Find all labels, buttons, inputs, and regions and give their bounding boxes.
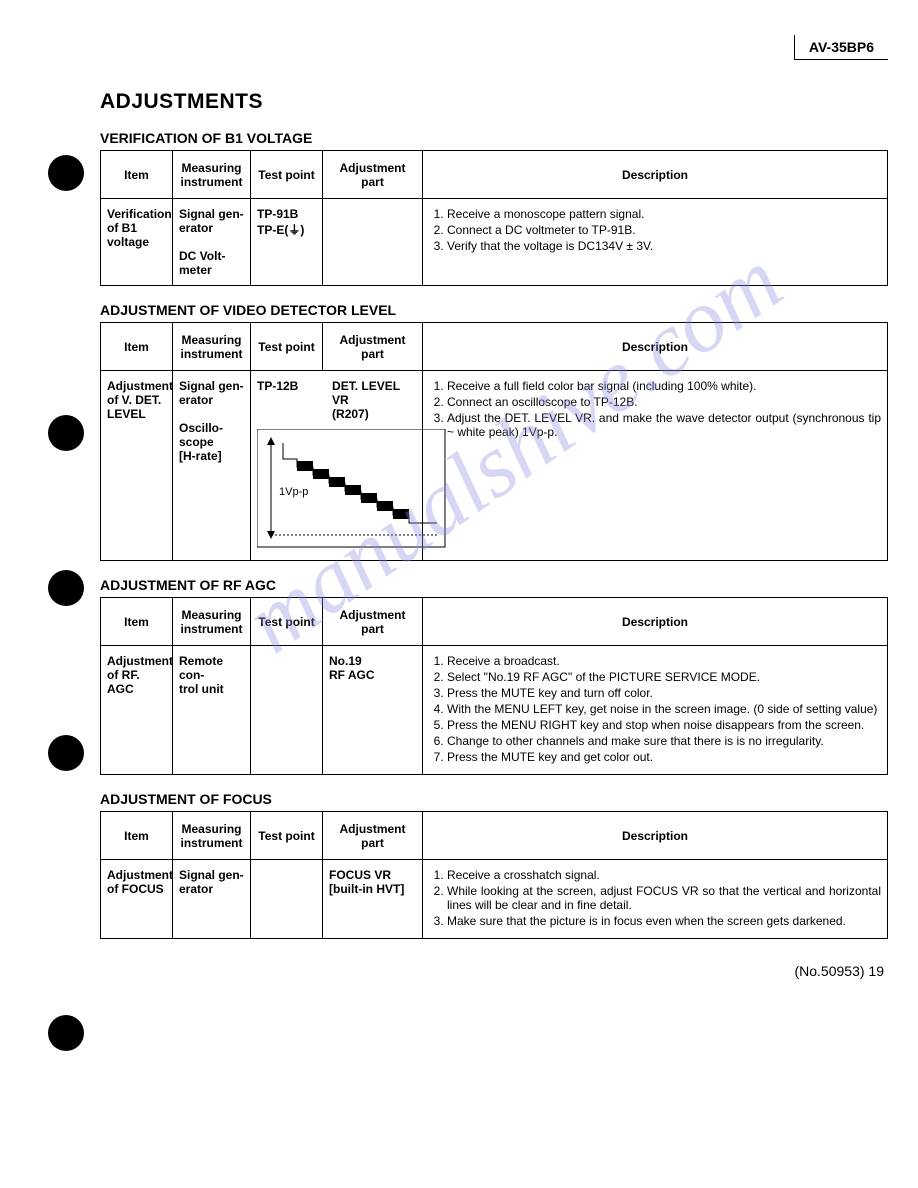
adjustment-table: Item Measuring instrument Test point Adj… [100,811,888,939]
desc-step: While looking at the screen, adjust FOCU… [447,884,881,912]
desc-step: Select "No.19 RF AGC" of the PICTURE SER… [447,670,881,684]
waveform-diagram: 1Vp-p [257,429,447,549]
sections-container: VERIFICATION OF B1 VOLTAGE Item Measurin… [100,130,888,939]
cell-testpoint: TP-91BTP-E(⏚) [251,199,323,286]
section-title: ADJUSTMENT OF RF AGC [100,577,888,593]
adjustment-table: Item Measuring instrument Test point Adj… [100,150,888,286]
cell-description: Receive a crosshatch signal. While lookin… [423,860,888,939]
th-description: Description [423,812,888,860]
desc-step: Verify that the voltage is DC134V ± 3V. [447,239,881,253]
cell-instrument: Signal gen-eratorDC Volt-meter [173,199,251,286]
punch-hole [48,735,84,771]
desc-step: Adjust the DET. LEVEL VR. and make the w… [447,411,881,439]
cell-instrument: Signal gen-eratorOscillo-scope[H-rate] [173,371,251,561]
th-item: Item [101,598,173,646]
desc-step: Press the MUTE key and get color out. [447,750,881,764]
th-testpoint: Test point [251,812,323,860]
adjustment-table: Item Measuring instrument Test point Adj… [100,322,888,561]
desc-step: Receive a broadcast. [447,654,881,668]
th-description: Description [423,151,888,199]
th-description: Description [423,598,888,646]
th-adjpart: Adjustment part [323,151,423,199]
desc-step: Change to other channels and make sure t… [447,734,881,748]
punch-hole [48,570,84,606]
page-footer: (No.50953) 19 [100,963,888,979]
cell-instrument: Signal gen-erator [173,860,251,939]
desc-step: Receive a full field color bar signal (i… [447,379,881,393]
page-title: ADJUSTMENTS [100,90,888,114]
cell-adjpart: No.19RF AGC [323,646,423,775]
desc-step: Press the MENU RIGHT key and stop when n… [447,718,881,732]
adjustment-table: Item Measuring instrument Test point Adj… [100,597,888,775]
svg-text:1Vp-p: 1Vp-p [279,486,308,498]
th-testpoint: Test point [251,598,323,646]
th-testpoint: Test point [251,151,323,199]
cell-testpoint [251,646,323,775]
section-title: VERIFICATION OF B1 VOLTAGE [100,130,888,146]
desc-step: Make sure that the picture is in focus e… [447,914,881,928]
model-label: AV-35BP6 [794,35,888,60]
desc-step: With the MENU LEFT key, get noise in the… [447,702,881,716]
cell-instrument: Remote con-trol unit [173,646,251,775]
desc-step: Press the MUTE key and turn off color. [447,686,881,700]
th-instrument: Measuring instrument [173,598,251,646]
section-title: ADJUSTMENT OF FOCUS [100,791,888,807]
punch-hole [48,415,84,451]
th-item: Item [101,151,173,199]
section-title: ADJUSTMENT OF VIDEO DETECTOR LEVEL [100,302,888,318]
cell-testpoint-adj: TP-12B DET. LEVEL VR(R207) 1Vp-p [251,371,423,561]
cell-description: Receive a monoscope pattern signal. Conne… [423,199,888,286]
punch-hole [48,1015,84,1051]
cell-description: Receive a broadcast. Select "No.19 RF AGC… [423,646,888,775]
cell-item: Adjustment of RF. AGC [101,646,173,775]
cell-item: Adjustment of V. DET. LEVEL [101,371,173,561]
th-instrument: Measuring instrument [173,323,251,371]
cell-testpoint [251,860,323,939]
th-adjpart: Adjustment part [323,598,423,646]
th-adjpart: Adjustment part [323,323,423,371]
cell-item: Verification of B1 voltage [101,199,173,286]
cell-adjpart: FOCUS VR[built-in HVT] [323,860,423,939]
desc-step: Connect an oscilloscope to TP-12B. [447,395,881,409]
th-item: Item [101,323,173,371]
punch-hole [48,155,84,191]
cell-item: Adjustment of FOCUS [101,860,173,939]
cell-description: Receive a full field color bar signal (i… [423,371,888,561]
page: AV-35BP6 manualshive.com ADJUSTMENTS VER… [0,0,918,1009]
th-instrument: Measuring instrument [173,812,251,860]
desc-step: Receive a monoscope pattern signal. [447,207,881,221]
desc-step: Receive a crosshatch signal. [447,868,881,882]
th-testpoint: Test point [251,323,323,371]
th-item: Item [101,812,173,860]
th-instrument: Measuring instrument [173,151,251,199]
th-adjpart: Adjustment part [323,812,423,860]
desc-step: Connect a DC voltmeter to TP-91B. [447,223,881,237]
th-description: Description [423,323,888,371]
cell-adjpart [323,199,423,286]
